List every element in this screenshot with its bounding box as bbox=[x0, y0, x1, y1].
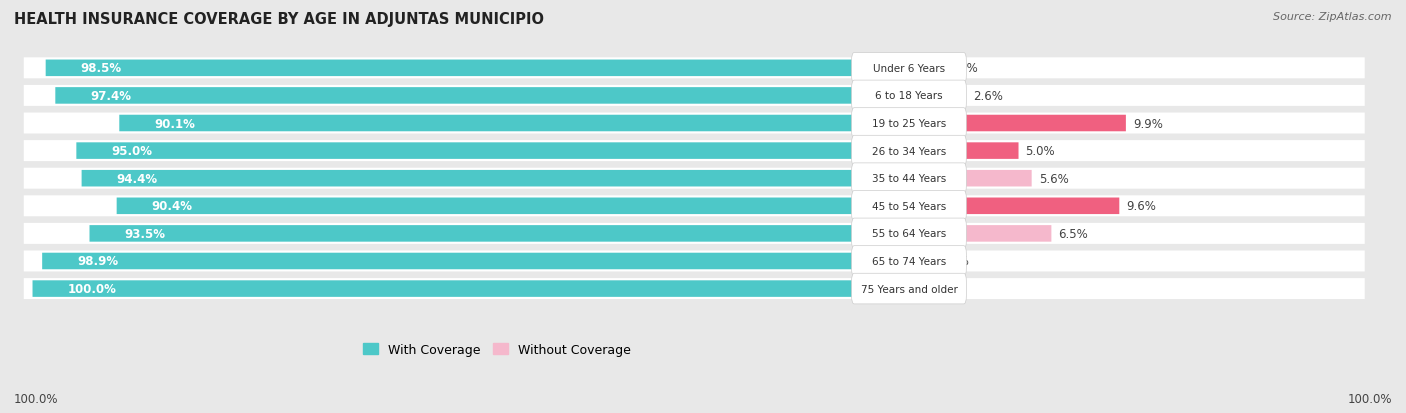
Text: 9.9%: 9.9% bbox=[1133, 117, 1163, 130]
FancyBboxPatch shape bbox=[24, 196, 1365, 217]
Text: 9.6%: 9.6% bbox=[1126, 200, 1156, 213]
FancyBboxPatch shape bbox=[908, 60, 942, 77]
FancyBboxPatch shape bbox=[852, 191, 966, 221]
Text: 98.5%: 98.5% bbox=[80, 62, 122, 75]
FancyBboxPatch shape bbox=[24, 223, 1365, 244]
FancyBboxPatch shape bbox=[42, 253, 908, 270]
Text: 6.5%: 6.5% bbox=[1059, 227, 1088, 240]
Text: 19 to 25 Years: 19 to 25 Years bbox=[872, 119, 946, 129]
FancyBboxPatch shape bbox=[32, 280, 908, 297]
Text: 2.6%: 2.6% bbox=[973, 90, 1002, 103]
FancyBboxPatch shape bbox=[908, 143, 1018, 159]
FancyBboxPatch shape bbox=[24, 58, 1365, 79]
FancyBboxPatch shape bbox=[852, 53, 966, 84]
FancyBboxPatch shape bbox=[82, 171, 908, 187]
FancyBboxPatch shape bbox=[117, 198, 908, 215]
FancyBboxPatch shape bbox=[24, 141, 1365, 162]
FancyBboxPatch shape bbox=[908, 198, 1119, 215]
FancyBboxPatch shape bbox=[76, 143, 908, 159]
FancyBboxPatch shape bbox=[852, 218, 966, 249]
Text: 93.5%: 93.5% bbox=[125, 227, 166, 240]
FancyBboxPatch shape bbox=[24, 86, 1365, 107]
Text: 90.4%: 90.4% bbox=[152, 200, 193, 213]
Text: 97.4%: 97.4% bbox=[90, 90, 131, 103]
Text: 65 to 74 Years: 65 to 74 Years bbox=[872, 256, 946, 266]
FancyBboxPatch shape bbox=[852, 109, 966, 139]
FancyBboxPatch shape bbox=[24, 113, 1365, 134]
Text: Under 6 Years: Under 6 Years bbox=[873, 64, 945, 74]
FancyBboxPatch shape bbox=[24, 251, 1365, 272]
Text: 75 Years and older: 75 Years and older bbox=[860, 284, 957, 294]
Text: 95.0%: 95.0% bbox=[111, 145, 152, 158]
FancyBboxPatch shape bbox=[120, 116, 908, 132]
Text: 5.0%: 5.0% bbox=[1025, 145, 1054, 158]
FancyBboxPatch shape bbox=[852, 164, 966, 194]
FancyBboxPatch shape bbox=[55, 88, 908, 104]
Text: 100.0%: 100.0% bbox=[14, 392, 59, 405]
Text: 1.5%: 1.5% bbox=[949, 62, 979, 75]
Text: 1.1%: 1.1% bbox=[941, 255, 970, 268]
Text: 90.1%: 90.1% bbox=[155, 117, 195, 130]
FancyBboxPatch shape bbox=[908, 88, 966, 104]
Text: 55 to 64 Years: 55 to 64 Years bbox=[872, 229, 946, 239]
FancyBboxPatch shape bbox=[24, 278, 1365, 299]
FancyBboxPatch shape bbox=[908, 253, 934, 270]
Text: 35 to 44 Years: 35 to 44 Years bbox=[872, 174, 946, 184]
Text: 0.0%: 0.0% bbox=[915, 282, 946, 295]
Text: 100.0%: 100.0% bbox=[1347, 392, 1392, 405]
FancyBboxPatch shape bbox=[908, 225, 1052, 242]
Text: HEALTH INSURANCE COVERAGE BY AGE IN ADJUNTAS MUNICIPIO: HEALTH INSURANCE COVERAGE BY AGE IN ADJU… bbox=[14, 12, 544, 27]
Text: 5.6%: 5.6% bbox=[1039, 172, 1069, 185]
Legend: With Coverage, Without Coverage: With Coverage, Without Coverage bbox=[357, 338, 636, 361]
FancyBboxPatch shape bbox=[24, 169, 1365, 189]
FancyBboxPatch shape bbox=[852, 246, 966, 277]
FancyBboxPatch shape bbox=[852, 273, 966, 304]
Text: 98.9%: 98.9% bbox=[77, 255, 118, 268]
FancyBboxPatch shape bbox=[852, 136, 966, 166]
FancyBboxPatch shape bbox=[45, 60, 908, 77]
Text: 26 to 34 Years: 26 to 34 Years bbox=[872, 146, 946, 156]
FancyBboxPatch shape bbox=[90, 225, 908, 242]
Text: 6 to 18 Years: 6 to 18 Years bbox=[875, 91, 943, 101]
Text: 94.4%: 94.4% bbox=[117, 172, 157, 185]
FancyBboxPatch shape bbox=[908, 116, 1126, 132]
FancyBboxPatch shape bbox=[908, 171, 1032, 187]
Text: 45 to 54 Years: 45 to 54 Years bbox=[872, 201, 946, 211]
Text: 100.0%: 100.0% bbox=[67, 282, 117, 295]
FancyBboxPatch shape bbox=[852, 81, 966, 112]
Text: Source: ZipAtlas.com: Source: ZipAtlas.com bbox=[1274, 12, 1392, 22]
